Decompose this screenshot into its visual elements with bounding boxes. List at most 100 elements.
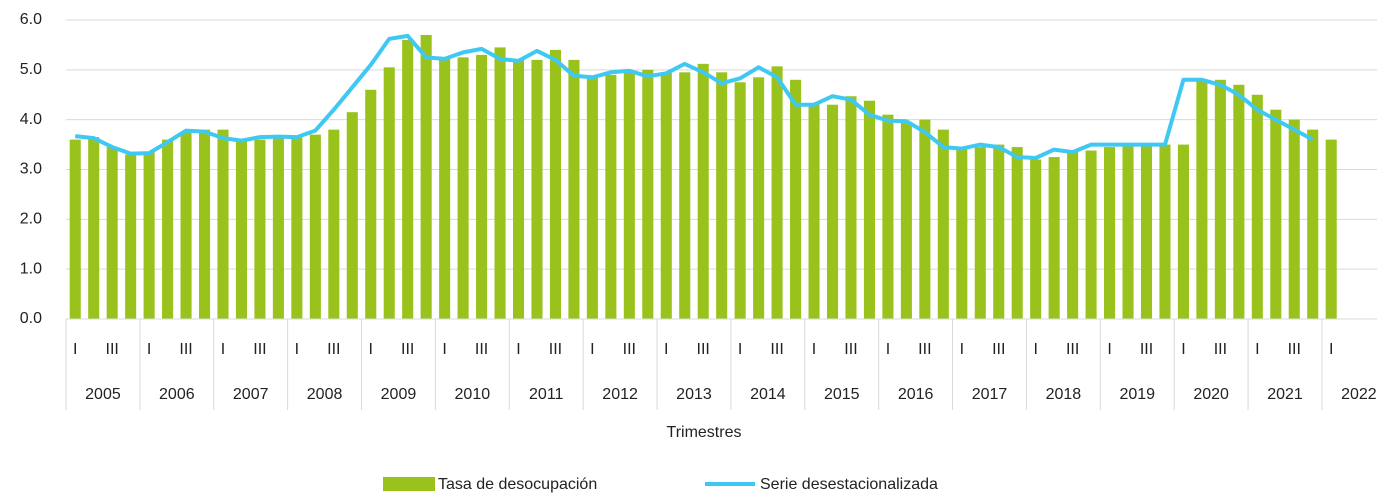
bar xyxy=(1325,139,1337,319)
bar xyxy=(1251,94,1263,319)
quarter-label: III xyxy=(844,341,857,358)
year-label: 2019 xyxy=(1119,386,1155,403)
bar xyxy=(383,67,395,319)
quarter-label: III xyxy=(1214,341,1227,358)
year-label: 2009 xyxy=(381,386,417,403)
bar xyxy=(217,129,229,319)
quarter-label: I xyxy=(590,341,594,358)
bar xyxy=(235,139,248,319)
bar xyxy=(919,119,931,320)
bar xyxy=(1177,144,1189,319)
quarter-label: III xyxy=(623,341,636,358)
bar xyxy=(660,72,672,319)
quarter-label: I xyxy=(1107,341,1111,358)
bar xyxy=(937,129,949,319)
bar xyxy=(993,144,1005,319)
bar xyxy=(642,69,654,319)
bar xyxy=(494,47,506,320)
quarter-label: I xyxy=(812,341,816,358)
quarter-label: I xyxy=(886,341,890,358)
bar xyxy=(1270,109,1282,319)
bar xyxy=(1196,79,1208,319)
year-label: 2007 xyxy=(233,386,269,403)
quarter-label: III xyxy=(475,341,488,358)
bar xyxy=(143,152,155,319)
quarter-label: I xyxy=(369,341,373,358)
bar xyxy=(346,112,358,319)
year-label: 2015 xyxy=(824,386,860,403)
bar xyxy=(1122,144,1134,319)
bar xyxy=(900,122,912,320)
year-label: 2005 xyxy=(85,386,121,403)
quarter-label: III xyxy=(918,341,931,358)
y-tick-label: 5.0 xyxy=(20,61,42,78)
bar xyxy=(697,63,709,319)
bar xyxy=(586,77,598,319)
quarter-label: III xyxy=(549,341,562,358)
bar xyxy=(309,134,321,319)
bar xyxy=(826,104,839,319)
bar xyxy=(125,154,137,319)
bar xyxy=(365,89,377,320)
quarter-label: III xyxy=(697,341,710,358)
bar xyxy=(1233,84,1245,320)
bar xyxy=(198,129,211,319)
bar xyxy=(420,34,432,319)
y-tick-label: 0.0 xyxy=(20,310,42,327)
bar xyxy=(753,77,765,319)
quarter-label: III xyxy=(992,341,1005,358)
bar xyxy=(808,104,820,319)
x-axis-title: Trimestres xyxy=(667,424,742,441)
bar xyxy=(457,57,469,319)
year-label: 2022 xyxy=(1341,386,1377,403)
bar xyxy=(1214,79,1226,319)
bar xyxy=(734,82,746,320)
year-label: 2008 xyxy=(307,386,343,403)
quarter-label: I xyxy=(738,341,742,358)
y-tick-label: 1.0 xyxy=(20,260,42,277)
bar xyxy=(1104,147,1116,319)
quarter-label: I xyxy=(147,341,151,358)
year-label: 2012 xyxy=(602,386,638,403)
quarter-label: I xyxy=(295,341,299,358)
quarter-label: I xyxy=(73,341,77,358)
quarter-label: I xyxy=(442,341,446,358)
bar xyxy=(272,137,284,319)
bar xyxy=(291,137,303,319)
bar xyxy=(771,66,783,319)
bar xyxy=(254,139,266,319)
quarter-label: III xyxy=(770,341,783,358)
quarter-label: III xyxy=(179,341,192,358)
year-label: 2006 xyxy=(159,386,195,403)
bar xyxy=(328,129,340,319)
bar xyxy=(1307,129,1319,319)
bar xyxy=(1159,144,1171,319)
year-label: 2010 xyxy=(455,386,491,403)
bar xyxy=(1011,147,1023,319)
bar xyxy=(679,72,691,319)
bar xyxy=(88,137,100,319)
quarter-label: I xyxy=(664,341,668,358)
year-label: 2021 xyxy=(1267,386,1303,403)
quarter-label: I xyxy=(1033,341,1037,358)
bar xyxy=(1085,150,1097,319)
bar xyxy=(162,139,174,319)
quarter-label: III xyxy=(1140,341,1153,358)
legend-swatch xyxy=(383,477,435,491)
quarter-label: I xyxy=(960,341,964,358)
bar xyxy=(974,147,986,319)
bar xyxy=(956,149,968,319)
bar xyxy=(605,74,617,319)
bar xyxy=(180,132,192,319)
bar xyxy=(476,54,488,320)
year-label: 2013 xyxy=(676,386,712,403)
y-tick-label: 3.0 xyxy=(20,161,42,178)
line xyxy=(74,33,1314,160)
year-label: 2014 xyxy=(750,386,786,403)
legend-label: Tasa de desocupación xyxy=(438,476,597,493)
quarter-label: III xyxy=(401,341,414,358)
quarter-label: III xyxy=(253,341,266,358)
quarter-label: III xyxy=(1066,341,1079,358)
bar xyxy=(882,114,894,319)
